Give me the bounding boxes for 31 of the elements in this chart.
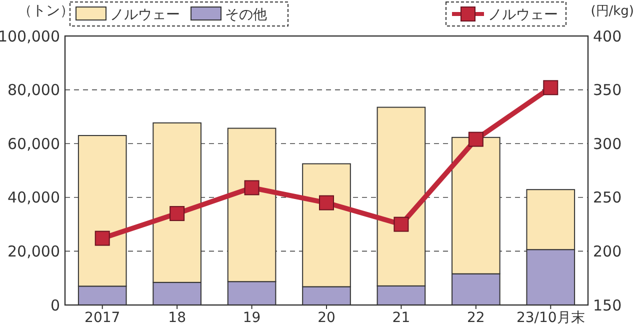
x-tick-label: 18 (168, 310, 186, 326)
x-tick-label: 23/10月末 (516, 310, 585, 326)
x-tick-label: 19 (242, 310, 261, 326)
legend-label: ノルウェー (110, 7, 180, 23)
y2-tick-label: 200 (593, 242, 622, 260)
y-tick-label: 60,000 (8, 134, 60, 153)
y-axis-title: （トン） (18, 3, 74, 19)
x-tick-label: 22 (467, 310, 485, 326)
x-tick-label: 2017 (84, 310, 120, 326)
y-tick-label: 40,000 (8, 188, 60, 207)
point (170, 206, 185, 222)
point (94, 230, 110, 246)
y2-axis-title: (円/kg) (590, 4, 634, 19)
legend-label: その他 (225, 7, 267, 23)
point (244, 180, 260, 196)
y2-tick-label: 300 (593, 134, 622, 153)
point (468, 132, 484, 147)
y-tick-label: 0 (50, 296, 60, 314)
y-tick-label: 80,000 (8, 81, 60, 100)
y2-tick-label: 150 (593, 296, 622, 314)
point (319, 195, 334, 210)
y2-tick-label: 250 (593, 188, 622, 207)
point (394, 216, 409, 232)
point (543, 80, 558, 96)
y-tick-label: 100,000 (0, 27, 60, 46)
y2-tick-label: 350 (593, 81, 622, 100)
legend-label: ノルウェー (488, 7, 558, 23)
x-tick-label: 21 (392, 310, 410, 326)
y-tick-label: 20,000 (8, 242, 60, 260)
x-tick-label: 20 (318, 310, 336, 326)
y2-tick-label: 400 (593, 27, 622, 46)
